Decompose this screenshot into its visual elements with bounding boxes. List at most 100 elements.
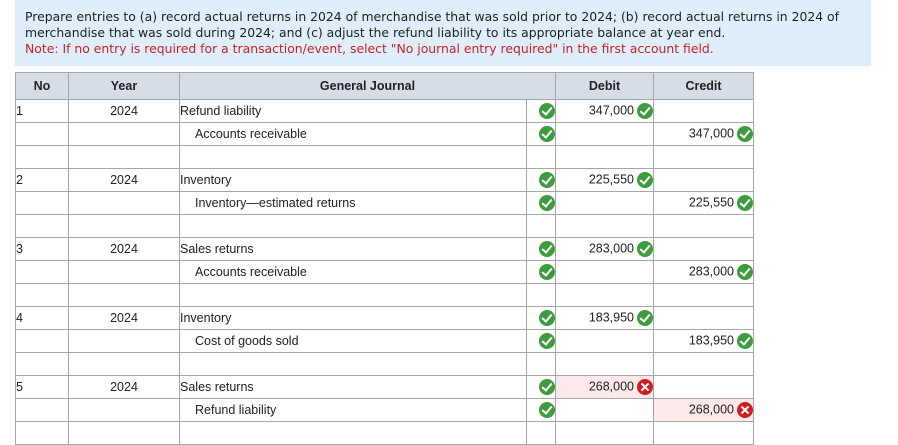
account-status-cell <box>526 421 556 445</box>
credit-field[interactable]: 183,950 <box>653 329 754 353</box>
account-field[interactable]: Inventory <box>179 306 527 330</box>
entry-number: 1 <box>15 99 69 123</box>
entry-year: 2024 <box>68 375 180 399</box>
debit-field[interactable] <box>555 122 654 146</box>
instructions-text: Prepare entries to (a) record actual ret… <box>25 9 839 40</box>
debit-field[interactable]: 183,950 <box>555 306 654 330</box>
debit-field[interactable] <box>555 283 654 307</box>
account-field[interactable] <box>179 421 527 445</box>
debit-amount: 347,000 <box>588 103 634 118</box>
debit-field[interactable] <box>555 145 654 169</box>
account-field[interactable]: Accounts receivable <box>179 122 527 146</box>
journal-row <box>15 352 754 376</box>
entry-number: 4 <box>15 306 69 330</box>
entry-number: 2 <box>15 168 69 192</box>
credit-field[interactable] <box>653 306 754 330</box>
debit-field[interactable] <box>555 352 654 376</box>
account-status-cell <box>526 329 556 353</box>
journal-row: Refund liability 268,000 <box>15 398 754 422</box>
journal-table: No Year General Journal Debit Credit 1 20… <box>15 72 754 445</box>
account-name: Refund liability <box>180 104 262 118</box>
debit-field[interactable]: 225,550 <box>555 168 654 192</box>
account-status-cell <box>526 145 556 169</box>
account-status-cell <box>526 398 556 422</box>
credit-amount: 225,550 <box>688 195 734 210</box>
correct-check-icon <box>737 333 753 349</box>
account-field[interactable]: Inventory—estimated returns <box>179 191 527 215</box>
account-name: Accounts receivable <box>195 265 307 279</box>
account-field[interactable]: Cost of goods sold <box>179 329 527 353</box>
account-name: Refund liability <box>195 403 277 417</box>
account-field[interactable] <box>179 214 527 238</box>
account-status-cell <box>526 122 556 146</box>
credit-field[interactable]: 225,550 <box>653 191 754 215</box>
entry-number <box>15 214 69 238</box>
account-status-cell <box>526 352 556 376</box>
debit-field[interactable] <box>555 398 654 422</box>
account-name: Sales returns <box>180 242 254 256</box>
credit-field[interactable] <box>653 421 754 445</box>
debit-field[interactable] <box>555 260 654 284</box>
header-credit: Credit <box>653 72 754 100</box>
correct-check-icon <box>539 103 555 119</box>
entry-year <box>68 260 180 284</box>
entry-number <box>15 421 69 445</box>
entry-number <box>15 191 69 215</box>
account-field[interactable]: Accounts receivable <box>179 260 527 284</box>
account-field[interactable]: Refund liability <box>179 99 527 123</box>
journal-row: 5 2024 Sales returns 268,000 <box>15 375 754 399</box>
account-field[interactable]: Sales returns <box>179 375 527 399</box>
credit-field[interactable] <box>653 145 754 169</box>
account-field[interactable]: Inventory <box>179 168 527 192</box>
credit-field[interactable]: 347,000 <box>653 122 754 146</box>
account-field[interactable] <box>179 145 527 169</box>
journal-row: Inventory—estimated returns 225,550 <box>15 191 754 215</box>
credit-field[interactable]: 283,000 <box>653 260 754 284</box>
account-field[interactable]: Refund liability <box>179 398 527 422</box>
credit-field[interactable] <box>653 168 754 192</box>
debit-field[interactable]: 347,000 <box>555 99 654 123</box>
entry-number: 3 <box>15 237 69 261</box>
correct-check-icon <box>539 310 555 326</box>
journal-body: 1 2024 Refund liability 347,000 Accounts rec… <box>15 99 754 445</box>
correct-check-icon <box>737 126 753 142</box>
entry-year <box>68 398 180 422</box>
debit-field[interactable]: 283,000 <box>555 237 654 261</box>
account-status-cell <box>526 191 556 215</box>
instructions-note: Note: If no entry is required for a tran… <box>25 41 714 56</box>
credit-field[interactable]: 268,000 <box>653 398 754 422</box>
debit-field[interactable] <box>555 214 654 238</box>
journal-row <box>15 283 754 307</box>
journal-row: Accounts receivable 283,000 <box>15 260 754 284</box>
credit-field[interactable] <box>653 283 754 307</box>
journal-row: Accounts receivable 347,000 <box>15 122 754 146</box>
entry-year <box>68 191 180 215</box>
debit-field[interactable] <box>555 329 654 353</box>
credit-field[interactable] <box>653 237 754 261</box>
debit-amount: 225,550 <box>588 172 634 187</box>
credit-field[interactable] <box>653 352 754 376</box>
account-status-cell <box>526 260 556 284</box>
credit-field[interactable] <box>653 99 754 123</box>
credit-field[interactable] <box>653 375 754 399</box>
correct-check-icon <box>539 195 555 211</box>
account-status-cell <box>526 214 556 238</box>
correct-check-icon <box>637 241 653 257</box>
journal-row: 1 2024 Refund liability 347,000 <box>15 99 754 123</box>
debit-field[interactable] <box>555 191 654 215</box>
entry-year <box>68 283 180 307</box>
correct-check-icon <box>539 379 555 395</box>
account-field[interactable]: Sales returns <box>179 237 527 261</box>
account-field[interactable] <box>179 352 527 376</box>
debit-field[interactable] <box>555 421 654 445</box>
correct-check-icon <box>637 103 653 119</box>
entry-year <box>68 352 180 376</box>
account-field[interactable] <box>179 283 527 307</box>
header-debit: Debit <box>555 72 654 100</box>
account-name: Accounts receivable <box>195 127 307 141</box>
credit-field[interactable] <box>653 214 754 238</box>
debit-field[interactable]: 268,000 <box>555 375 654 399</box>
entry-year <box>68 145 180 169</box>
credit-amount: 347,000 <box>688 126 734 141</box>
journal-row <box>15 145 754 169</box>
